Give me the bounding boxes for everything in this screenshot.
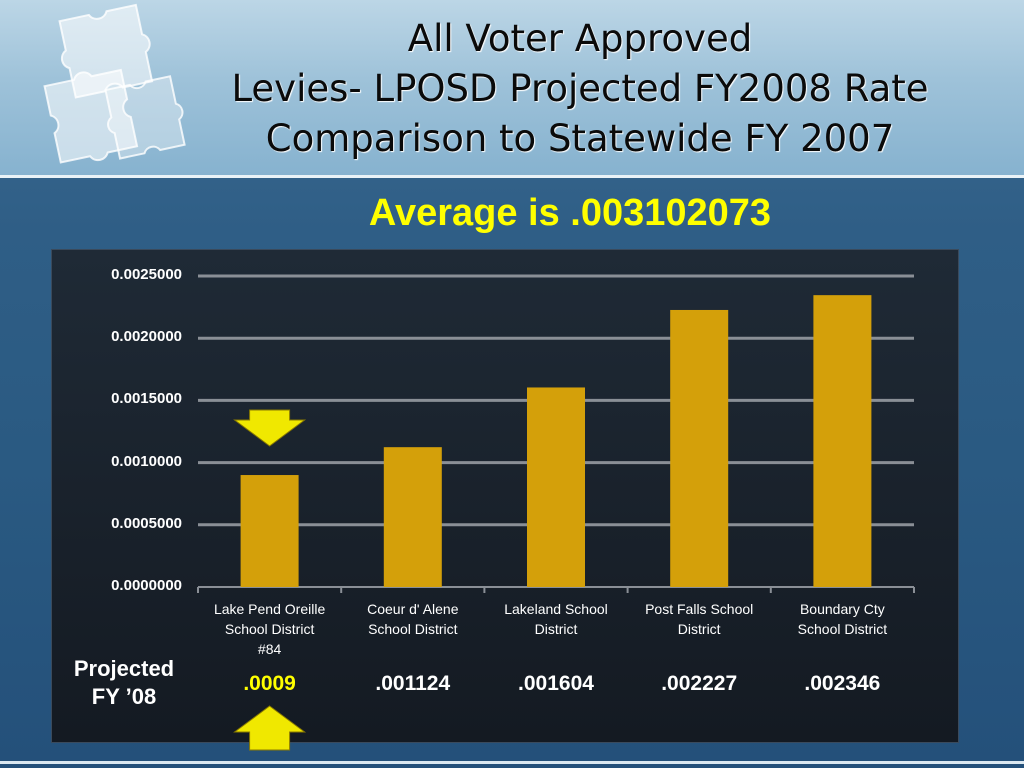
row-label-line-1: Projected — [73, 656, 175, 681]
category-label: Coeur d' Alene School District — [343, 599, 483, 639]
category-label-line: Boundary Cty — [799, 601, 885, 617]
y-tick-label: 0.0000000 — [111, 577, 182, 594]
category-label: Post Falls School District — [629, 599, 769, 639]
row-label-line-2: FY ’08 — [91, 684, 157, 709]
category-label-line: Lake Pend Oreille — [213, 601, 326, 617]
up-arrow-icon — [233, 705, 307, 751]
bar — [813, 295, 872, 587]
slide-title: All Voter Approved Levies- LPOSD Project… — [160, 14, 1000, 164]
category-label: Lakeland School District — [486, 599, 626, 639]
category-label-line: School District — [797, 621, 888, 637]
chart-panel — [52, 250, 958, 742]
slide-header — [0, 0, 1024, 176]
bar — [240, 475, 299, 587]
puzzle-logo-icon — [43, 3, 186, 164]
y-tick-label: 0.0015000 — [111, 390, 182, 408]
projected-row-label: Projected FY ’08 — [62, 655, 186, 711]
category-label-line: District — [534, 621, 578, 637]
average-subtitle: Average is .003102073 — [368, 192, 772, 234]
category-label-line: #84 — [257, 641, 282, 657]
data-value-label: .002346 — [804, 672, 881, 695]
category-label-line: Post Falls School — [645, 601, 754, 617]
category-label-line: School District — [368, 621, 458, 637]
y-tick-label: 0.0020000 — [111, 328, 182, 346]
title-line-2: Levies- LPOSD Projected FY2008 Rate — [231, 67, 929, 110]
bar — [383, 447, 442, 587]
category-label: Boundary Cty School District — [772, 599, 912, 639]
bar — [527, 387, 585, 587]
y-tick-label: 0.0005000 — [111, 514, 182, 532]
y-tick-label: 0.0025000 — [111, 266, 182, 283]
data-value-label: .001604 — [518, 672, 594, 695]
category-label-line: Coeur d' Alene — [367, 601, 459, 617]
category-label-line: School District — [224, 621, 315, 637]
data-value-label: .001124 — [375, 672, 451, 695]
data-value-label: .0009 — [243, 672, 296, 695]
y-tick-label: 0.0010000 — [111, 452, 182, 470]
footer-divider — [0, 761, 1024, 764]
category-label: Lake Pend Oreille School District #84 — [200, 599, 340, 659]
title-line-3: Comparison to Statewide FY 2007 — [265, 117, 895, 160]
bar — [670, 309, 729, 587]
category-label-line: Lakeland School — [504, 601, 608, 617]
data-value-label: .002227 — [661, 672, 738, 695]
category-label-line: District — [677, 621, 721, 637]
title-line-1: All Voter Approved — [407, 17, 753, 60]
header-divider — [0, 175, 1024, 178]
down-arrow-icon — [233, 409, 307, 447]
